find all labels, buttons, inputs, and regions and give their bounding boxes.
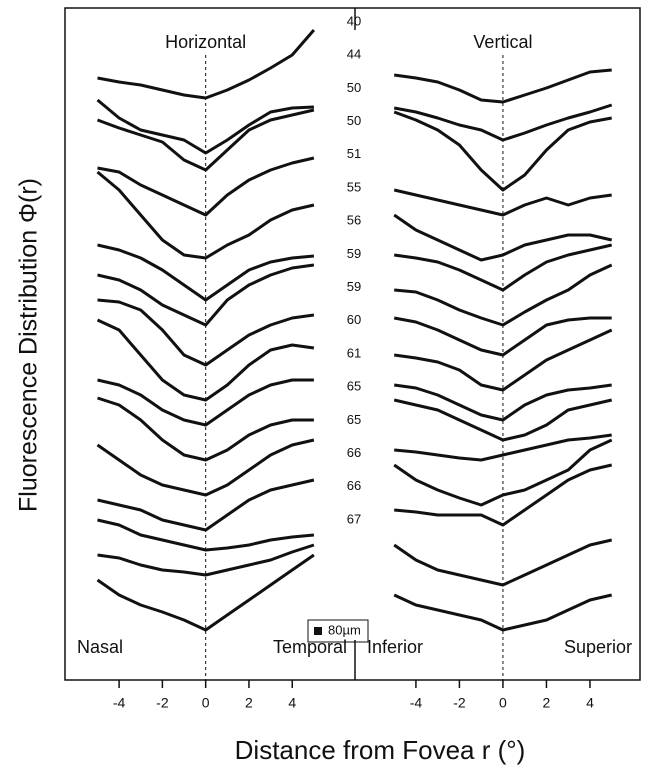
- curve: [97, 518, 315, 552]
- age-label: 65: [347, 412, 361, 427]
- side-label: Inferior: [367, 637, 423, 657]
- curve: [96, 108, 315, 172]
- curve: [97, 156, 315, 217]
- curve: [394, 463, 613, 527]
- x-tick-label: -4: [410, 695, 423, 711]
- age-label: 50: [347, 113, 361, 128]
- curve: [97, 378, 314, 427]
- scale-box: [307, 619, 369, 643]
- age-label: 60: [347, 312, 361, 327]
- side-label: Nasal: [77, 637, 123, 657]
- x-tick-label: 2: [543, 695, 551, 711]
- scale-bar: [314, 627, 322, 635]
- age-label: 66: [347, 445, 361, 460]
- age-label: 61: [347, 345, 361, 360]
- age-label: 55: [347, 179, 361, 194]
- curve: [96, 318, 315, 402]
- curve: [394, 433, 612, 462]
- age-label: 44: [347, 47, 361, 62]
- panel-title: Horizontal: [165, 32, 246, 52]
- curve: [393, 438, 613, 507]
- curve: [96, 553, 315, 632]
- curve: [97, 543, 315, 577]
- x-tick-label: -4: [113, 695, 126, 711]
- curve: [96, 170, 315, 260]
- curve: [97, 29, 316, 100]
- curve: [393, 316, 612, 357]
- age-label: 59: [347, 279, 361, 294]
- curve: [97, 243, 315, 302]
- x-axis-label: Distance from Fovea r (°): [235, 735, 526, 765]
- age-label: 67: [347, 511, 361, 526]
- curve: [97, 478, 315, 532]
- curve: [393, 328, 613, 392]
- x-tick-label: 0: [202, 695, 210, 711]
- frame: [64, 7, 641, 681]
- x-tick-label: 4: [586, 695, 594, 711]
- curve: [97, 298, 315, 367]
- x-tick-label: -2: [453, 695, 466, 711]
- age-label: 65: [347, 379, 361, 394]
- x-tick-label: 0: [499, 695, 507, 711]
- curve: [393, 188, 612, 217]
- curve: [393, 68, 612, 104]
- x-tick-label: 2: [245, 695, 253, 711]
- curve: [393, 398, 613, 442]
- age-label: 50: [347, 80, 361, 95]
- curve: [393, 243, 613, 292]
- curve: [394, 263, 613, 327]
- curve: [393, 103, 613, 142]
- curve: [97, 396, 314, 462]
- curve: [393, 593, 613, 632]
- age-label: 40: [347, 13, 361, 28]
- curve: [393, 213, 613, 262]
- curve: [96, 98, 314, 155]
- x-tick-label: -2: [156, 695, 169, 711]
- panel-title: Vertical: [473, 32, 532, 52]
- age-label: 59: [347, 246, 361, 261]
- y-axis-label: Fluorescence Distribution Φ(r): [15, 178, 43, 512]
- scale-label: 80µm: [328, 622, 361, 637]
- side-label: Temporal: [273, 637, 347, 657]
- curve: [393, 383, 612, 422]
- curve: [96, 438, 315, 497]
- age-label: 51: [347, 146, 361, 161]
- age-label: 56: [347, 213, 361, 228]
- curve: [97, 263, 315, 327]
- x-tick-label: 4: [288, 695, 296, 711]
- curve: [393, 538, 613, 587]
- age-label: 66: [347, 478, 361, 493]
- side-label: Superior: [564, 637, 632, 657]
- curve: [393, 110, 612, 192]
